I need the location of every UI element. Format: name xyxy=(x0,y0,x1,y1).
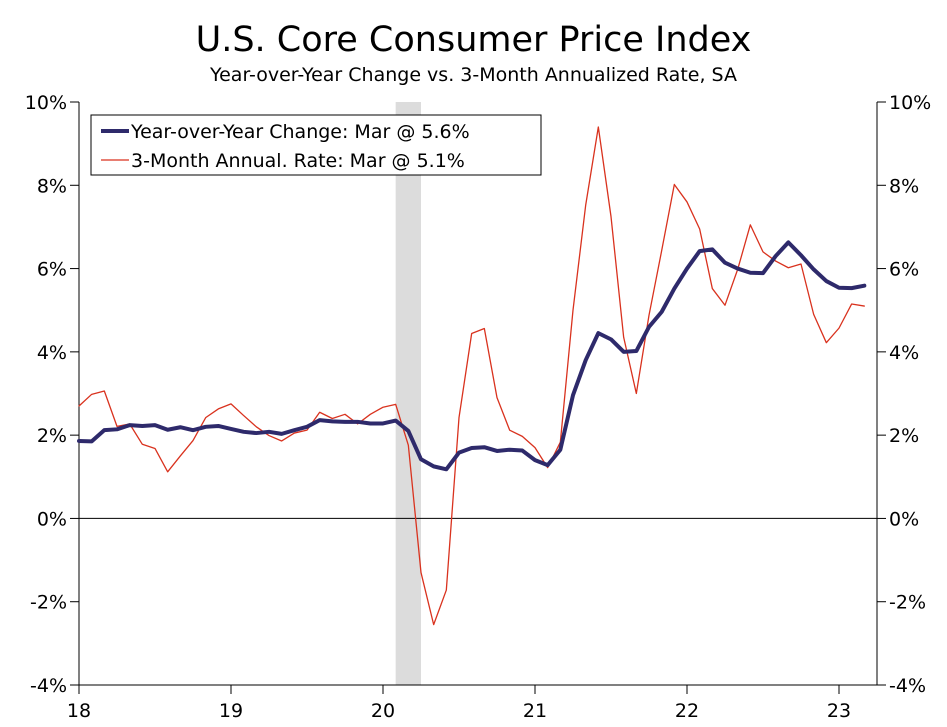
y-tick-label-left: -4% xyxy=(30,675,67,697)
y-tick-label-left: 6% xyxy=(37,259,67,281)
y-tick-label-left: 0% xyxy=(37,508,67,530)
x-tick-label: 19 xyxy=(219,700,243,722)
y-tick-label-left: 8% xyxy=(37,175,67,197)
legend-label-3month: 3-Month Annual. Rate: Mar @ 5.1% xyxy=(131,150,465,172)
chart-subtitle: Year-over-Year Change vs. 3-Month Annual… xyxy=(210,64,737,86)
recession-shading xyxy=(395,102,421,685)
series-line-yoy xyxy=(77,240,867,472)
y-tick-label-left: 10% xyxy=(25,92,67,114)
y-tick-label-right: 0% xyxy=(889,508,919,530)
y-tick-label-right: 4% xyxy=(889,342,919,364)
x-tick-label: 22 xyxy=(675,700,699,722)
x-tick-label: 21 xyxy=(523,700,547,722)
legend-label-yoy: Year-over-Year Change: Mar @ 5.6% xyxy=(130,121,470,143)
y-tick-label-right: 10% xyxy=(889,92,931,114)
y-tick-label-right: 6% xyxy=(889,259,919,281)
y-tick-label-right: 2% xyxy=(889,425,919,447)
y-tick-label-left: -2% xyxy=(30,592,67,614)
x-tick-label: 18 xyxy=(67,700,91,722)
y-tick-label-left: 2% xyxy=(37,425,67,447)
y-tick-label-right: -4% xyxy=(889,675,926,697)
legend-box xyxy=(90,114,542,176)
x-tick-label: 23 xyxy=(827,700,851,722)
y-tick-label-right: 8% xyxy=(889,175,919,197)
legend: Year-over-Year Change: Mar @ 5.6% 3-Month… xyxy=(90,114,542,176)
x-tick-label: 20 xyxy=(371,700,395,722)
chart-title: U.S. Core Consumer Price Index xyxy=(195,20,752,60)
y-tick-label-left: 4% xyxy=(37,342,67,364)
y-tick-label-right: -2% xyxy=(889,592,926,614)
series-line-3month xyxy=(78,126,865,626)
